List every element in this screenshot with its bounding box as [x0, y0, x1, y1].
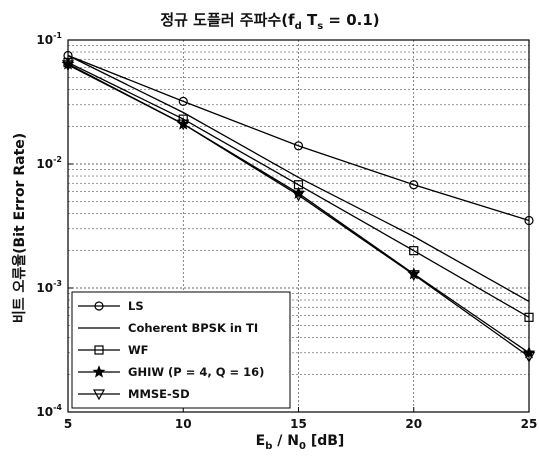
x-tick-label: 15: [290, 417, 307, 431]
series-line: [67, 61, 530, 318]
y-tick-label: 10-1: [36, 31, 62, 47]
legend: LS Coherent BPSK in TI WF GHIW (P = 4, Q = …: [71, 291, 291, 409]
series-line: [67, 54, 530, 222]
legend-label: Coherent BPSK in TI: [128, 321, 258, 335]
chart-title: 정규 도플러 주파수(fd Ts = 0.1): [160, 11, 379, 32]
y-tick-label: 10-2: [36, 155, 62, 171]
data-point: [177, 119, 190, 131]
x-axis-label: Eb / N0 [dB]: [256, 433, 345, 452]
data-point: [409, 180, 419, 190]
series-line: [67, 54, 530, 302]
data-point: [409, 246, 419, 256]
data-point: [293, 141, 304, 151]
legend-marker: [92, 365, 106, 378]
x-tick-label: 20: [405, 417, 422, 431]
legend-marker: [94, 301, 104, 311]
y-tick-label: 10-4: [36, 403, 62, 419]
series-1: [67, 54, 530, 302]
legend-label: GHIW (P = 4, Q = 16): [128, 365, 264, 379]
legend-label: LS: [128, 299, 144, 313]
tick-labels: 5 10 15 20 25 10-1 10-2 10-3 10-4: [36, 31, 537, 431]
legend-label: WF: [128, 343, 149, 357]
legend-marker: [94, 345, 104, 355]
y-axis-label: 비트 오류율(Bit Error Rate): [11, 133, 28, 323]
y-tick-label: 10-3: [36, 279, 62, 295]
data-point: [407, 270, 420, 281]
x-tick-label: 5: [64, 417, 72, 431]
x-tick-label: 25: [521, 417, 538, 431]
data-point: [292, 190, 305, 202]
legend-label: MMSE-SD: [128, 387, 190, 401]
series-line: [67, 64, 530, 358]
plot-frame: [67, 39, 530, 413]
data-point: [178, 96, 188, 106]
x-tick-label: 10: [175, 417, 192, 431]
legend-marker: [92, 389, 106, 401]
